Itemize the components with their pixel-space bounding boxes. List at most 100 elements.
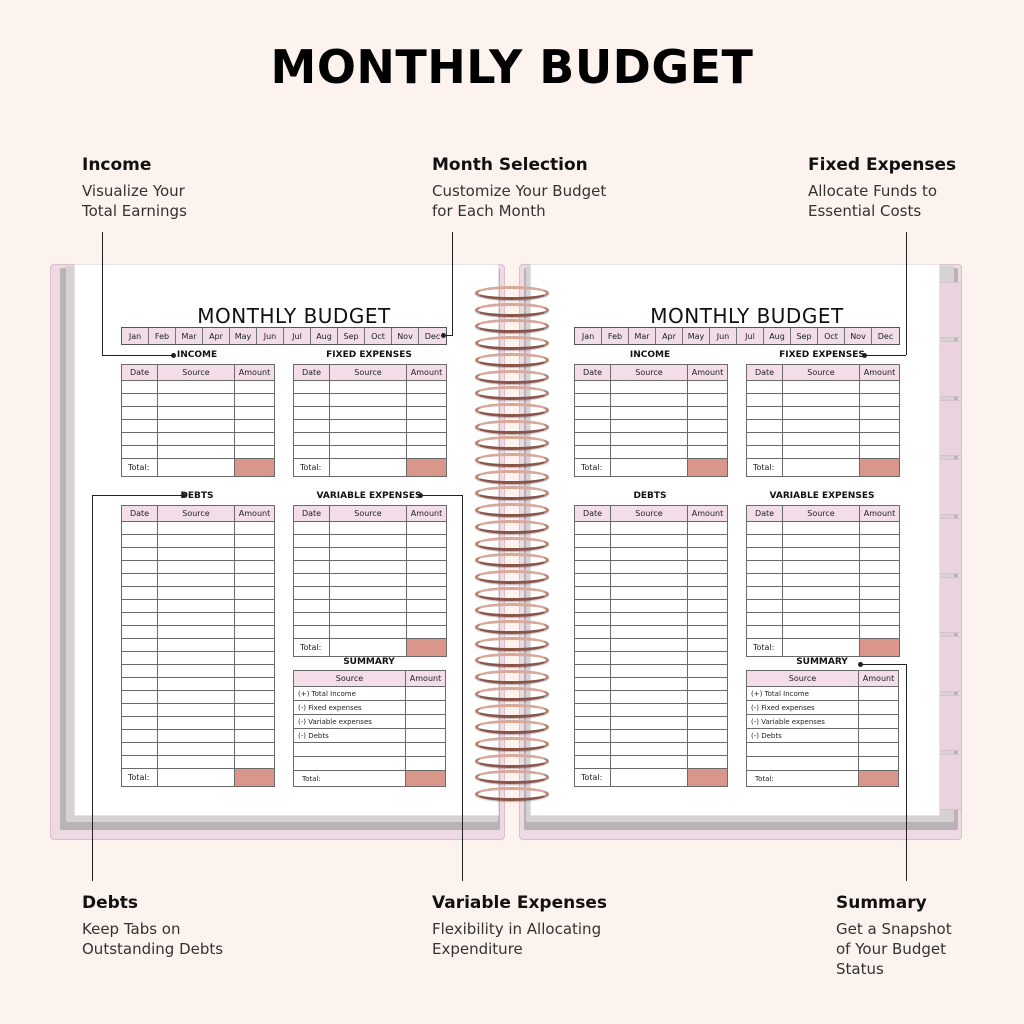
table-cell[interactable] <box>610 380 688 394</box>
table-cell[interactable] <box>610 573 688 587</box>
summary-amount[interactable] <box>858 714 899 729</box>
table-cell[interactable] <box>406 380 447 394</box>
month-tab[interactable]: Feb <box>602 328 629 344</box>
table-cell[interactable] <box>293 419 330 433</box>
table-cell[interactable] <box>234 560 275 574</box>
table-cell[interactable] <box>746 586 783 600</box>
table-cell[interactable] <box>746 406 783 420</box>
table-cell[interactable] <box>859 599 900 613</box>
table-cell[interactable] <box>859 547 900 561</box>
table-cell[interactable] <box>406 547 447 561</box>
table-cell[interactable] <box>234 755 275 769</box>
table-cell[interactable] <box>610 560 688 574</box>
table-cell[interactable] <box>859 432 900 446</box>
table-cell[interactable] <box>859 521 900 535</box>
table-cell[interactable] <box>234 534 275 548</box>
month-tab[interactable]: Sep <box>338 328 365 344</box>
table-cell[interactable] <box>157 586 235 600</box>
table-cell[interactable] <box>406 406 447 420</box>
total-amount-cell[interactable] <box>406 638 447 657</box>
table-cell[interactable] <box>610 599 688 613</box>
table-cell[interactable] <box>687 547 728 561</box>
table-cell[interactable] <box>610 612 688 626</box>
table-cell[interactable] <box>157 432 235 446</box>
table-cell[interactable] <box>859 573 900 587</box>
table-cell[interactable] <box>574 432 611 446</box>
table-cell[interactable] <box>859 625 900 639</box>
table-cell[interactable] <box>610 716 688 730</box>
table-cell[interactable] <box>406 419 447 433</box>
month-tab[interactable]: Mar <box>176 328 203 344</box>
month-tab[interactable]: Jun <box>257 328 284 344</box>
table-cell[interactable] <box>234 625 275 639</box>
table-cell[interactable] <box>121 534 158 548</box>
table-cell[interactable] <box>157 755 235 769</box>
table-cell[interactable] <box>610 638 688 652</box>
table-cell[interactable] <box>157 677 235 691</box>
table-cell[interactable] <box>610 742 688 756</box>
table-cell[interactable] <box>157 599 235 613</box>
table-cell[interactable] <box>293 406 330 420</box>
table-cell[interactable] <box>329 521 407 535</box>
table-cell[interactable] <box>157 406 235 420</box>
table-cell[interactable] <box>859 560 900 574</box>
month-tab[interactable]: Dec <box>424 331 441 341</box>
table-cell[interactable] <box>687 664 728 678</box>
table-cell[interactable] <box>157 445 235 459</box>
table-cell[interactable] <box>157 638 235 652</box>
table-cell[interactable] <box>574 742 611 756</box>
table-cell[interactable] <box>406 432 447 446</box>
month-tab[interactable]: Jun <box>710 328 737 344</box>
month-tab[interactable]: Apr <box>656 328 683 344</box>
table-cell[interactable] <box>859 419 900 433</box>
table-cell[interactable] <box>610 393 688 407</box>
total-amount-cell[interactable] <box>859 458 900 477</box>
table-cell[interactable] <box>234 380 275 394</box>
table-cell[interactable] <box>574 393 611 407</box>
total-amount-cell[interactable] <box>234 458 275 477</box>
table-cell[interactable] <box>234 729 275 743</box>
table-cell[interactable] <box>406 534 447 548</box>
table-cell[interactable] <box>687 534 728 548</box>
month-tab[interactable]: Jul <box>284 328 311 344</box>
table-cell[interactable] <box>574 716 611 730</box>
table-cell[interactable] <box>234 521 275 535</box>
table-cell[interactable] <box>687 380 728 394</box>
table-cell[interactable] <box>746 419 783 433</box>
table-cell[interactable] <box>574 547 611 561</box>
table-cell[interactable] <box>406 393 447 407</box>
table-cell[interactable] <box>234 432 275 446</box>
table-cell[interactable] <box>610 664 688 678</box>
divider-tab[interactable] <box>940 518 962 574</box>
table-cell[interactable] <box>687 729 728 743</box>
summary-amount[interactable] <box>405 742 446 757</box>
table-cell[interactable] <box>610 547 688 561</box>
table-cell[interactable] <box>293 432 330 446</box>
table-cell[interactable] <box>746 521 783 535</box>
table-cell[interactable] <box>574 406 611 420</box>
table-cell[interactable] <box>234 419 275 433</box>
table-cell[interactable] <box>293 586 330 600</box>
summary-amount[interactable] <box>405 686 446 701</box>
table-cell[interactable] <box>782 393 860 407</box>
summary-amount[interactable] <box>858 686 899 701</box>
table-cell[interactable] <box>293 534 330 548</box>
table-cell[interactable] <box>746 534 783 548</box>
table-cell[interactable] <box>574 599 611 613</box>
total-amount-cell[interactable] <box>687 768 728 787</box>
table-cell[interactable] <box>687 703 728 717</box>
table-cell[interactable] <box>157 703 235 717</box>
table-cell[interactable] <box>121 677 158 691</box>
table-cell[interactable] <box>610 729 688 743</box>
table-cell[interactable] <box>782 573 860 587</box>
table-cell[interactable] <box>329 380 407 394</box>
table-cell[interactable] <box>610 406 688 420</box>
table-cell[interactable] <box>157 716 235 730</box>
table-cell[interactable] <box>406 599 447 613</box>
month-tab[interactable]: Aug <box>311 328 338 344</box>
table-cell[interactable] <box>782 380 860 394</box>
table-cell[interactable] <box>574 612 611 626</box>
month-tab[interactable]: Jan <box>575 328 602 344</box>
table-cell[interactable] <box>121 729 158 743</box>
table-cell[interactable] <box>121 625 158 639</box>
